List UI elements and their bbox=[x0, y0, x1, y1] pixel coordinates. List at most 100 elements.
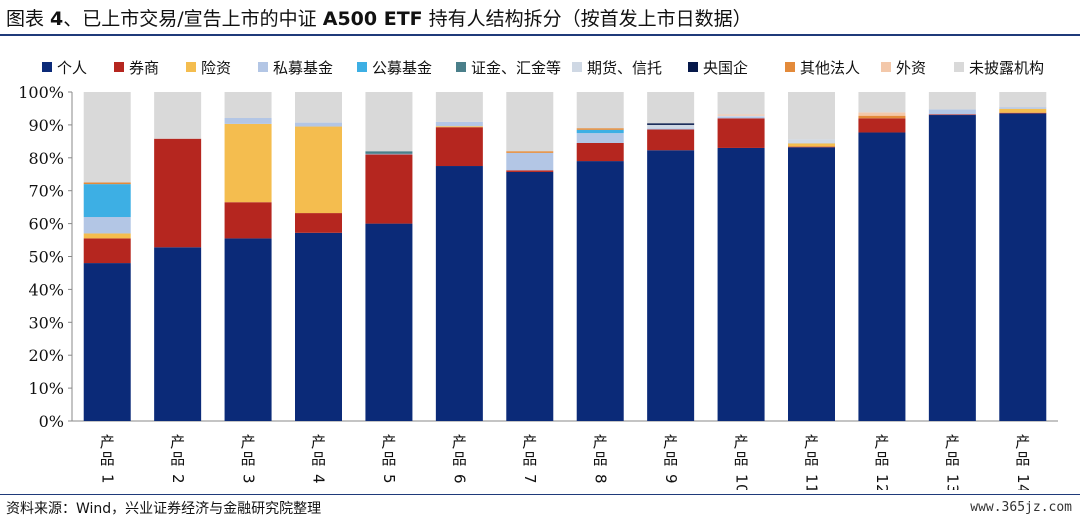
bar-segment bbox=[717, 147, 765, 421]
title-number: 4 bbox=[50, 8, 64, 30]
bar-segment bbox=[717, 118, 765, 148]
bar-segment bbox=[224, 238, 272, 421]
title-fund: A500 ETF bbox=[322, 8, 423, 30]
chart-title: 图表 4、已上市交易/宣告上市的中证 A500 ETF 持有人结构拆分（按首发上… bbox=[6, 4, 752, 31]
bar-segment bbox=[224, 202, 272, 239]
legend-label: 期货、信托 bbox=[587, 58, 663, 77]
bar-segment bbox=[154, 138, 202, 248]
bar-segment bbox=[576, 128, 624, 130]
bar-segment bbox=[928, 115, 976, 421]
x-tick-label: 产品 3 bbox=[239, 433, 257, 484]
bar-segment bbox=[858, 112, 906, 116]
bar-segment bbox=[717, 116, 765, 119]
legend-label: 个人 bbox=[57, 58, 88, 77]
bar-segment bbox=[928, 114, 976, 116]
y-tick-label: 70% bbox=[28, 182, 64, 201]
y-tick-label: 20% bbox=[28, 346, 64, 365]
chart-legend: 个人 券商 险资 私募基金 公募基金 证金、汇金等 期货、信托 央国企 其他法人 外资 未披露机构 bbox=[42, 56, 1072, 78]
bar-segment bbox=[647, 92, 695, 124]
bar-segment bbox=[224, 92, 272, 118]
bar-segment bbox=[506, 171, 554, 421]
x-tick-label: 产品 1 2 bbox=[873, 433, 891, 490]
source-note: 资料来源：Wind，兴业证券经济与金融研究院整理 bbox=[6, 501, 322, 517]
bar-segment bbox=[788, 147, 835, 421]
x-tick-label: 产品 1 1 bbox=[803, 433, 821, 490]
legend-label: 险资 bbox=[201, 58, 232, 77]
bar-segment bbox=[83, 217, 131, 234]
bar-segment bbox=[83, 238, 131, 264]
bar-segment bbox=[83, 92, 131, 183]
legend-item: 公募基金 bbox=[357, 56, 432, 78]
legend-label: 央国企 bbox=[703, 58, 749, 77]
bar-segment bbox=[295, 122, 342, 127]
bar-segment bbox=[506, 170, 554, 172]
title-prefix: 图表 bbox=[6, 8, 51, 30]
x-tick-label: 产品 1 0 bbox=[732, 433, 750, 490]
y-tick-label: 0% bbox=[39, 412, 64, 431]
bar-segment bbox=[788, 92, 835, 140]
legend-item: 期货、信托 bbox=[572, 56, 662, 78]
bar-segment bbox=[576, 129, 624, 134]
bar-segment bbox=[999, 113, 1047, 421]
legend-label: 券商 bbox=[129, 58, 160, 77]
stacked-bar-chart: 0% 10% 20% 30% 40% 50% 60% 70% 80% 90% 100% 产品 1 产品 2 产… bbox=[18, 83, 1058, 490]
bar-segment bbox=[576, 92, 624, 129]
x-tick-label: 产品 8 bbox=[591, 433, 609, 484]
legend-label: 外资 bbox=[896, 58, 927, 77]
title-text: 、已上市交易/宣告上市的中证 bbox=[63, 8, 323, 30]
title-bar: 图表 4、已上市交易/宣告上市的中证 A500 ETF 持有人结构拆分（按首发上… bbox=[0, 0, 1080, 36]
watermark: www.365jz.com bbox=[970, 500, 1072, 515]
bar-segment bbox=[717, 115, 765, 117]
legend-item: 央国企 bbox=[688, 56, 748, 78]
y-tick-label: 40% bbox=[28, 280, 64, 299]
bar-segment bbox=[576, 133, 624, 143]
bar-segment bbox=[365, 153, 413, 155]
bar-segment bbox=[83, 184, 131, 218]
bar-segment bbox=[435, 121, 483, 127]
legend-swatch bbox=[881, 62, 891, 72]
bar-segment bbox=[647, 129, 695, 151]
bar-segment bbox=[647, 124, 695, 129]
legend-label: 未披露机构 bbox=[969, 58, 1045, 77]
legend-swatch bbox=[114, 62, 124, 72]
bar-segment bbox=[858, 118, 906, 133]
bar-segment bbox=[83, 233, 131, 239]
y-tick-label: 90% bbox=[28, 116, 64, 135]
bar-segment bbox=[576, 142, 624, 162]
x-tick-label: 产品 6 bbox=[451, 433, 469, 484]
bar-segment bbox=[576, 161, 624, 421]
bar-segment bbox=[154, 247, 202, 421]
x-tick-label: 产品 5 bbox=[380, 433, 398, 484]
bar-segment bbox=[365, 151, 413, 154]
bar-segment bbox=[154, 92, 202, 139]
bar-segment bbox=[295, 126, 342, 214]
x-tick-label: 产品 1 3 bbox=[944, 433, 962, 490]
legend-item: 个人 bbox=[42, 56, 87, 78]
bar-segment bbox=[999, 108, 1047, 113]
source-divider bbox=[0, 494, 1080, 495]
legend-item: 其他法人 bbox=[785, 56, 860, 78]
y-tick-label: 80% bbox=[28, 149, 64, 168]
legend-swatch bbox=[954, 62, 964, 72]
bar-segment bbox=[365, 223, 413, 421]
y-tick-label: 30% bbox=[28, 313, 64, 332]
bar-segment bbox=[788, 142, 835, 144]
legend-item: 险资 bbox=[186, 56, 231, 78]
bar-segment bbox=[506, 151, 554, 153]
bar-segment bbox=[999, 92, 1047, 108]
bar-segment bbox=[295, 232, 342, 421]
legend-item: 外资 bbox=[881, 56, 926, 78]
bar-segment bbox=[999, 112, 1047, 114]
bar-segment bbox=[788, 146, 835, 148]
y-tick-label: 10% bbox=[28, 379, 64, 398]
bar-segment bbox=[365, 92, 413, 152]
bar-segment bbox=[928, 109, 976, 115]
legend-swatch bbox=[357, 62, 367, 72]
bar-segment bbox=[788, 143, 835, 147]
bar-segment bbox=[717, 92, 765, 115]
legend-label: 私募基金 bbox=[273, 58, 334, 77]
legend-swatch bbox=[572, 62, 582, 72]
bar-segment bbox=[506, 152, 554, 171]
bar-segment bbox=[858, 115, 906, 119]
legend-item: 券商 bbox=[114, 56, 159, 78]
